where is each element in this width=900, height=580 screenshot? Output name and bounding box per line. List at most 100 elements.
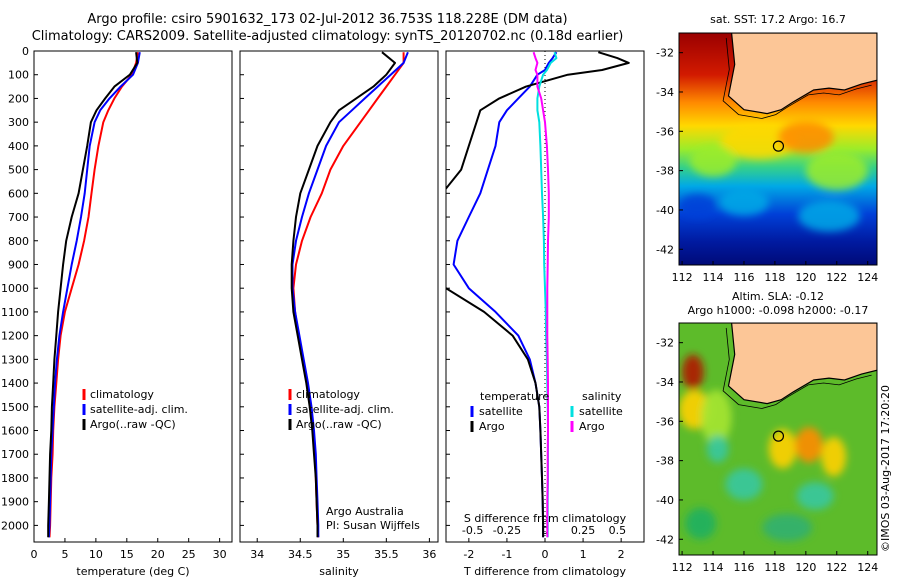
pi-annotation: Argo Australia [326, 505, 404, 518]
x-tick-label: 1 [580, 548, 587, 561]
y-tick-label: 900 [8, 258, 29, 271]
land-australia [727, 323, 877, 405]
x-axis-label: T difference from climatology [463, 565, 626, 578]
y-tick-label: 1500 [1, 401, 29, 414]
map-title-line-1: Altim. SLA: -0.12 [732, 290, 824, 303]
map-frame [678, 32, 878, 266]
x-tick-label: 30 [213, 548, 227, 561]
lat-tick-label: -32 [656, 337, 674, 350]
x-tick-label: 35.5 [374, 548, 399, 561]
x-tick-label: 0 [542, 548, 549, 561]
pi-annotation: PI: Susan Wijffels [326, 519, 420, 532]
x-tick-label: 34 [250, 548, 264, 561]
x-tick-label: 10 [89, 548, 103, 561]
panel-salinity: 34 34.5 35 35.5 36 salinity climatology satelli… [239, 50, 439, 578]
plot-frame [239, 50, 439, 543]
x-axis: 0 5 10 15 20 25 30 [31, 538, 227, 561]
shelf-contour [722, 327, 872, 409]
y-tick-label: 1600 [1, 425, 29, 438]
lon-tick-label: 120 [795, 561, 816, 574]
x-tick-label: -1 [501, 548, 512, 561]
lat-tick-label: -34 [656, 86, 674, 99]
lon-tick-label: 114 [703, 561, 724, 574]
lon-tick-label: 124 [857, 271, 878, 284]
depth-axis: 0 100 200 300 400 500 600 700 800 900 1000 1100 1200… [1, 45, 38, 532]
lon-tick-label: 122 [826, 561, 847, 574]
y-tick-label: 300 [8, 116, 29, 129]
series-group [446, 51, 630, 538]
legend-label: satellite [479, 405, 523, 418]
legend-label: Argo(..raw -QC) [90, 418, 176, 431]
x-axis: 34 34.5 35 35.5 36 [250, 538, 436, 561]
x-tick-label: 15 [120, 548, 134, 561]
series-line [47, 52, 139, 538]
legend-title: temperature [480, 390, 549, 403]
lon-tick-label: 112 [672, 271, 693, 284]
y-tick-label: 100 [8, 69, 29, 82]
y-tick-label: 500 [8, 164, 29, 177]
lat-tick-label: -36 [656, 415, 674, 428]
series-line [47, 52, 141, 538]
y-tick-label: 1300 [1, 353, 29, 366]
lat-tick-label: -36 [656, 125, 674, 138]
x-tick-label: 25 [182, 548, 196, 561]
y-tick-label: 600 [8, 187, 29, 200]
credit-footer: ©IMOS 03-Aug-2017 17:20:20 [879, 385, 892, 552]
x-tick-label: 0 [31, 548, 38, 561]
legend: climatology satellite-adj. clim. Argo(..ra… [288, 388, 394, 431]
x-tick-label: 20 [151, 548, 165, 561]
lon-tick-label: 116 [733, 561, 754, 574]
lat-tick-label: -40 [656, 494, 674, 507]
lon-tick-label: 116 [733, 271, 754, 284]
map-sla-map: 112 114 116 118 120 122 124 -32 -34 -36 -38 -40 -42 A… [656, 290, 878, 574]
lon-tick-label: 122 [826, 271, 847, 284]
x-tick-label: 2 [618, 548, 625, 561]
top-tick-label: 0.25 [571, 524, 596, 537]
lat-tick-label: -42 [656, 533, 674, 546]
legend-label: climatology [296, 388, 360, 401]
x-axis-label: salinity [319, 565, 359, 578]
x-tick-label: 36 [422, 548, 436, 561]
y-tick-label: 800 [8, 235, 29, 248]
map-title: sat. SST: 17.2 Argo: 16.7 [710, 13, 846, 26]
lon-tick-label: 118 [764, 271, 785, 284]
lon-tick-label: 120 [795, 271, 816, 284]
lon-tick-label: 112 [672, 561, 693, 574]
y-tick-label: 1700 [1, 448, 29, 461]
lat-tick-label: -38 [656, 455, 674, 468]
legend-label: climatology [90, 388, 154, 401]
top-axis-label: S difference from climatology [464, 512, 627, 525]
legend: temperature salinity satellite Argo satellit… [470, 390, 623, 433]
panel-temperature: 0100200300400500600700800900100011001200… [1, 45, 233, 578]
x-axis: -2 -1 0 1 2 [463, 538, 625, 561]
x-axis-label: temperature (deg C) [76, 565, 189, 578]
legend-label: Argo [579, 420, 605, 433]
x-tick-label: 5 [61, 548, 68, 561]
lat-tick-label: -32 [656, 47, 674, 60]
legend-label: satellite-adj. clim. [296, 403, 394, 416]
land-australia [727, 33, 877, 115]
lon-tick-label: 124 [857, 561, 878, 574]
top-tick-label: -0.5 [462, 524, 483, 537]
y-tick-label: 1400 [1, 377, 29, 390]
y-tick-label: 700 [8, 211, 29, 224]
series-group [47, 52, 141, 538]
y-tick-label: 200 [8, 92, 29, 105]
y-tick-label: 0 [22, 45, 29, 58]
legend: climatology satellite-adj. clim. Argo(..ra… [82, 388, 188, 431]
sla-eddies [679, 354, 847, 542]
y-tick-label: 1800 [1, 472, 29, 485]
legend-label: satellite [579, 405, 623, 418]
top-tick-label: 0 [542, 524, 549, 537]
y-tick-label: 2000 [1, 519, 29, 532]
lat-tick-label: -40 [656, 204, 674, 217]
x-tick-label: 34.5 [288, 548, 313, 561]
y-tick-label: 1100 [1, 306, 29, 319]
y-tick-label: 1200 [1, 330, 29, 343]
x-tick-label: 35 [336, 548, 350, 561]
series-group [290, 51, 409, 538]
y-tick-label: 400 [8, 140, 29, 153]
legend-label: Argo(..raw -QC) [296, 418, 382, 431]
map-sst-map: 112 114 116 118 120 122 124 -32 -34 -36 -38 -40 -42 s… [656, 13, 878, 284]
argo-position-marker [772, 140, 785, 152]
